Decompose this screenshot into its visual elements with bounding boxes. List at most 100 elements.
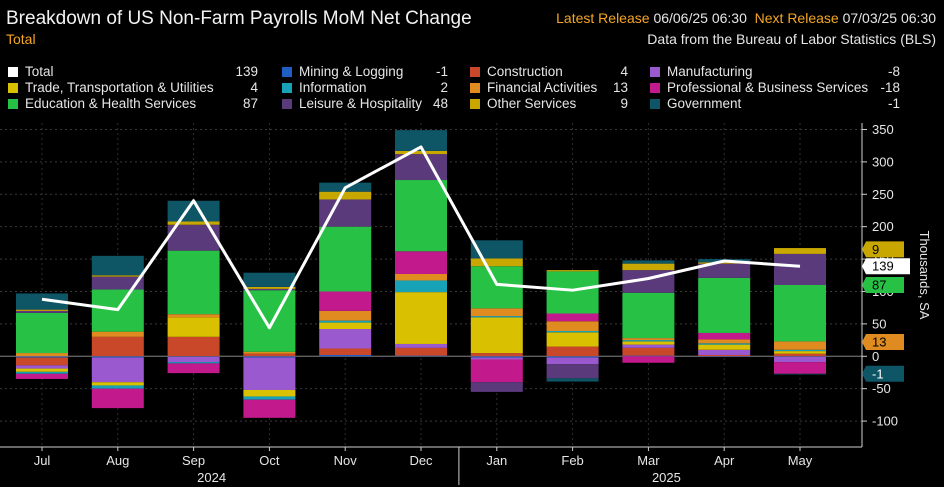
bar-segment-information-jul bbox=[16, 371, 68, 374]
y-tick-label: 250 bbox=[872, 187, 894, 202]
bar-segment-education-health-services-apr bbox=[698, 277, 751, 333]
axis-badge-139 bbox=[862, 258, 910, 275]
x-tick-label-jul: Jul bbox=[34, 453, 51, 468]
legend-swatch bbox=[470, 99, 480, 109]
bar-segment-information-aug bbox=[91, 385, 144, 389]
bar-segment-financial-activities-may bbox=[774, 341, 826, 350]
y-tick-label: -50 bbox=[872, 381, 891, 396]
chart-subtitle: Total bbox=[6, 31, 36, 47]
bar-segment-government-mar bbox=[622, 260, 675, 264]
y-tick-label: 0 bbox=[872, 349, 879, 364]
bar-segment-education-health-services-dec bbox=[395, 180, 447, 252]
x-tick-label-nov: Nov bbox=[334, 453, 358, 468]
legend-swatch bbox=[282, 83, 292, 93]
legend-swatch bbox=[650, 83, 660, 93]
bar-segment-professional-business-services-apr bbox=[698, 332, 751, 340]
x-tick-label-aug: Aug bbox=[106, 453, 129, 468]
x-tick-label-apr: Apr bbox=[714, 453, 735, 468]
next-release-value: 07/03/25 06:30 bbox=[842, 10, 936, 26]
axis-badge-label: -1 bbox=[872, 366, 884, 381]
axis-badge-label: 13 bbox=[872, 335, 886, 350]
legend-swatch bbox=[470, 67, 480, 77]
bar-segment-government-aug bbox=[91, 255, 144, 276]
y-tick-label: 50 bbox=[872, 316, 886, 331]
bar-segment-other-services-sep bbox=[167, 221, 220, 225]
bar-segment-mining-logging-oct bbox=[243, 356, 296, 358]
bar-segment-trade-transportation-utilities-mar bbox=[622, 341, 675, 345]
legend-item-manufacturing: Manufacturing -8 bbox=[650, 64, 900, 80]
data-source: Data from the Bureau of Labor Statistics… bbox=[647, 31, 936, 47]
bar-segment-professional-business-services-may bbox=[774, 362, 826, 374]
bar-segment-manufacturing-aug bbox=[91, 357, 144, 383]
bar-segment-mining-logging-nov bbox=[319, 354, 372, 357]
bar-segment-trade-transportation-utilities-nov bbox=[319, 322, 372, 330]
bar-segment-financial-activities-apr bbox=[698, 339, 751, 344]
bar-segment-other-services-jan bbox=[470, 258, 523, 267]
bar-segment-trade-transportation-utilities-aug bbox=[91, 382, 144, 386]
bar-segment-manufacturing-nov bbox=[319, 329, 372, 349]
bar-segment-manufacturing-mar bbox=[622, 344, 675, 348]
bar-segment-mining-logging-aug bbox=[91, 356, 144, 358]
bar-segment-construction-may bbox=[774, 353, 826, 357]
bar-segment-government-may bbox=[774, 373, 826, 375]
bar-segment-construction-nov bbox=[319, 348, 372, 355]
bar-segment-education-health-services-jul bbox=[16, 312, 68, 354]
bar-segment-education-health-services-feb bbox=[546, 271, 599, 314]
bar-segment-leisure-hospitality-jul bbox=[16, 310, 68, 313]
bar-segment-mining-logging-mar bbox=[622, 355, 675, 357]
bar-segment-trade-transportation-utilities-jul bbox=[16, 368, 68, 372]
bar-segment-other-services-oct bbox=[243, 286, 296, 289]
legend-swatch bbox=[282, 67, 292, 77]
legend-value: 4 bbox=[620, 64, 628, 79]
bar-segment-education-health-services-mar bbox=[622, 292, 675, 339]
bar-segment-other-services-dec bbox=[395, 150, 447, 155]
bar-segment-financial-activities-mar bbox=[622, 338, 675, 341]
bar-segment-financial-activities-jul bbox=[16, 353, 68, 357]
bar-segment-professional-business-services-jul bbox=[16, 373, 68, 379]
bar-segment-professional-business-services-dec bbox=[395, 251, 447, 274]
bar-segment-financial-activities-nov bbox=[319, 310, 372, 321]
axis-badge-87 bbox=[862, 277, 904, 293]
bar-segment-mining-logging-may bbox=[774, 356, 826, 357]
bar-segment-government-jul bbox=[16, 293, 68, 310]
x-tick-label-dec: Dec bbox=[409, 453, 433, 468]
y-tick-label: 300 bbox=[872, 154, 894, 169]
legend-swatch bbox=[8, 67, 18, 77]
bar-segment-manufacturing-sep bbox=[167, 356, 220, 363]
bar-segment-mining-logging-jan bbox=[470, 356, 523, 358]
bar-segment-information-mar bbox=[622, 340, 675, 342]
legend-value: 9 bbox=[620, 96, 628, 111]
legend-item-financial-activities: Financial Activities 13 bbox=[470, 80, 628, 96]
legend-value: 13 bbox=[612, 80, 628, 95]
bar-segment-manufacturing-may bbox=[774, 356, 826, 363]
legend-label: Mining & Logging bbox=[299, 64, 404, 79]
axis-badge-label: 139 bbox=[872, 259, 894, 274]
bar-segment-professional-business-services-aug bbox=[91, 388, 144, 409]
axis-badge-9 bbox=[862, 241, 904, 258]
chart-title: Breakdown of US Non-Farm Payrolls MoM Ne… bbox=[6, 8, 472, 29]
bar-segment-education-health-services-may bbox=[774, 285, 826, 342]
bar-segment-information-jan bbox=[470, 316, 523, 318]
bar-segment-information-feb bbox=[546, 331, 599, 333]
bar-segment-financial-activities-dec bbox=[395, 273, 447, 281]
legend-item-information: Information 2 bbox=[282, 80, 448, 96]
bar-segment-manufacturing-jul bbox=[16, 365, 68, 369]
bar-segment-construction-jul bbox=[16, 357, 68, 366]
bar-segment-financial-activities-jan bbox=[470, 308, 523, 317]
year-label-2025: 2025 bbox=[652, 470, 681, 485]
bar-segment-leisure-hospitality-aug bbox=[91, 276, 144, 290]
bar-segment-financial-activities-feb bbox=[546, 321, 599, 332]
bar-segment-information-sep bbox=[167, 362, 220, 364]
legend-value: -1 bbox=[435, 64, 448, 79]
bar-segment-trade-transportation-utilities-apr bbox=[698, 344, 751, 350]
legend-item-total: Total 139 bbox=[8, 64, 258, 80]
y-tick-label: 200 bbox=[872, 219, 894, 234]
bar-segment-leisure-hospitality-oct bbox=[243, 288, 296, 291]
bar-segment-government-sep bbox=[167, 200, 220, 222]
legend-label: Education & Health Services bbox=[25, 96, 197, 111]
bar-segment-construction-sep bbox=[167, 336, 220, 357]
bar-segment-trade-transportation-utilities-dec bbox=[395, 292, 447, 344]
bar-segment-education-health-services-jan bbox=[470, 266, 523, 309]
bar-segment-construction-jan bbox=[470, 353, 523, 357]
